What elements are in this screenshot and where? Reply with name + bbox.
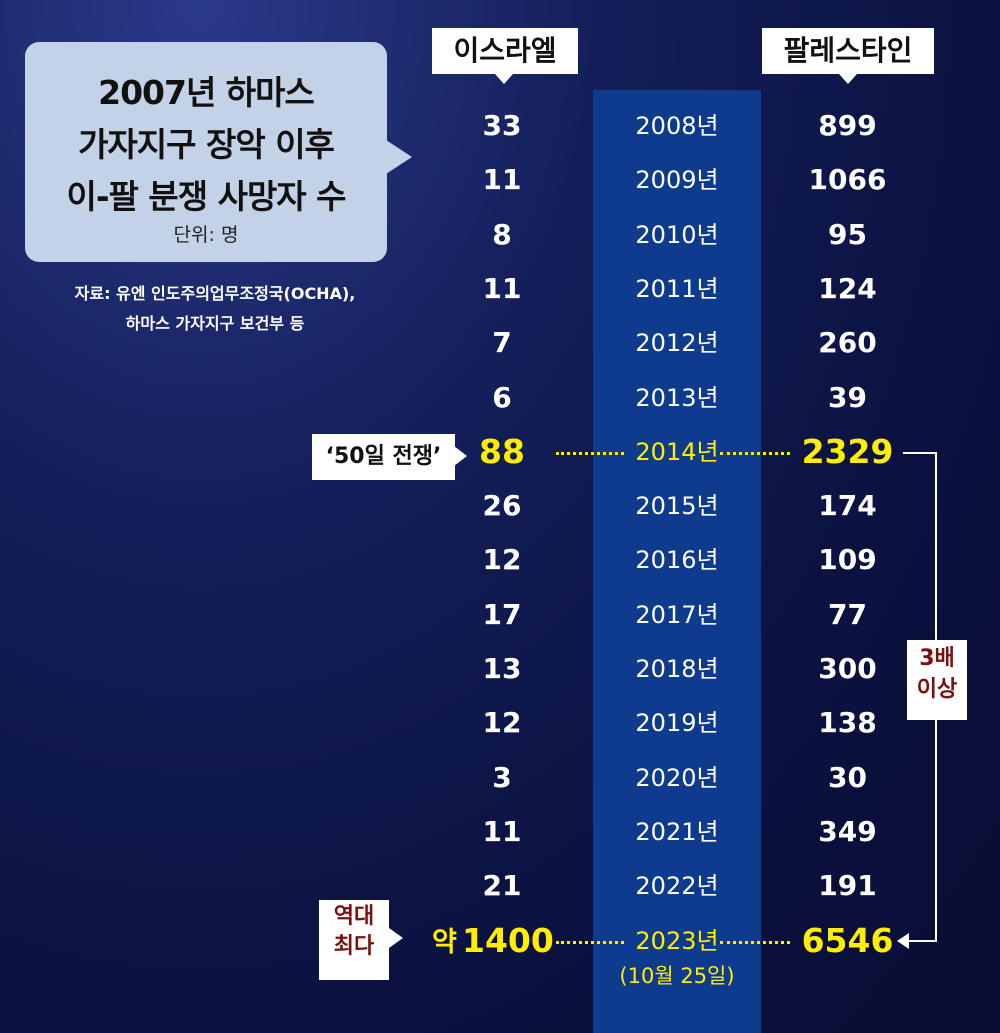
palestine-value: 124 xyxy=(818,271,877,305)
israel-value: 6 xyxy=(492,380,512,414)
year-label: 2018년 xyxy=(635,655,719,683)
palestine-value: 191 xyxy=(818,869,877,903)
highlight-connector-left xyxy=(556,940,624,944)
israel-value: 12 xyxy=(482,543,522,577)
israel-value: 26 xyxy=(482,489,522,523)
war-2014-tag: ‘50일 전쟁’ xyxy=(312,434,455,480)
source-line-1: 자료: 유엔 인도주의업무조정국(OCHA), xyxy=(74,284,356,303)
israel-value: 12 xyxy=(482,706,522,740)
year-label: 2013년 xyxy=(635,383,719,412)
palestine-value: 30 xyxy=(828,760,867,794)
palestine-value: 174 xyxy=(818,489,877,523)
palestine-value: 300 xyxy=(818,652,877,685)
year-label: 2015년 xyxy=(635,492,719,521)
year-column-band xyxy=(593,90,761,1033)
year-label: 2014년 xyxy=(635,437,719,466)
unit-label: 단위: 명 xyxy=(173,224,239,246)
year-label: 2020년 xyxy=(635,763,719,792)
chart-title-line-2: 가자지구 장악 이후 xyxy=(78,125,335,164)
israel-value: 11 xyxy=(482,814,522,848)
ratio-badge: 3배 이상 xyxy=(907,640,967,720)
chart-title-line-3: 이-팔 분쟁 사망자 수 xyxy=(66,177,346,216)
title-bubble xyxy=(25,42,387,262)
palestine-value: 899 xyxy=(818,109,877,142)
record-high-tag-pointer xyxy=(389,928,403,948)
palestine-value: 39 xyxy=(828,380,867,414)
chart-title-line-1: 2007년 하마스 xyxy=(98,73,315,112)
palestine-header-tail xyxy=(839,74,857,84)
year-label: 2010년 xyxy=(635,220,719,249)
palestine-value: 260 xyxy=(818,326,877,360)
year-label: 2022년 xyxy=(635,872,719,901)
record-high-line-1: 역대 xyxy=(333,904,375,929)
bracket-top-line xyxy=(903,452,937,454)
year-label: 2011년 xyxy=(635,274,719,303)
approx-prefix: 약 xyxy=(432,927,457,958)
israel-value: 1400 xyxy=(462,920,554,960)
title-bubble-tail xyxy=(386,140,412,174)
israel-value: 33 xyxy=(482,109,522,142)
source-line-2: 하마스 가자지구 보건부 등 xyxy=(125,314,305,333)
palestine-value: 77 xyxy=(828,597,867,631)
israel-value: 8 xyxy=(492,217,512,251)
year-label: 2021년 xyxy=(635,817,719,846)
israel-value: 7 xyxy=(492,326,512,360)
palestine-header: 팔레스타인 xyxy=(762,28,934,74)
israel-value: 88 xyxy=(479,431,525,471)
note-2023-date: (10월 25일) xyxy=(619,964,735,988)
israel-header-tail xyxy=(495,74,513,84)
year-label: 2009년 xyxy=(635,166,719,195)
record-high-tag: 역대 최다 xyxy=(319,900,389,980)
israel-value: 11 xyxy=(482,163,522,197)
highlight-connector-right xyxy=(720,451,790,455)
israel-value: 11 xyxy=(482,271,522,305)
year-label: 2012년 xyxy=(635,329,719,358)
year-label: 2016년 xyxy=(635,546,719,575)
ratio-line-1: 3배 xyxy=(919,646,955,671)
year-label: 2008년 xyxy=(635,112,719,140)
palestine-value: 349 xyxy=(818,814,877,848)
year-label: 2023년 xyxy=(635,926,719,955)
israel-value: 3 xyxy=(492,760,512,794)
palestine-value: 138 xyxy=(818,706,877,740)
year-label: 2017년 xyxy=(635,600,719,629)
record-high-line-2: 최다 xyxy=(333,933,375,959)
ratio-line-2: 이상 xyxy=(916,676,958,702)
israel-value: 17 xyxy=(482,597,522,631)
year-label: 2019년 xyxy=(635,709,719,738)
palestine-value: 2329 xyxy=(801,431,894,471)
israel-value: 21 xyxy=(482,869,522,903)
bracket-bottom-line xyxy=(908,940,937,942)
palestine-value: 95 xyxy=(828,217,867,251)
israel-value: 13 xyxy=(482,652,522,685)
palestine-value: 1066 xyxy=(808,163,887,197)
israel-header: 이스라엘 xyxy=(432,28,578,74)
war-2014-tag-pointer xyxy=(454,446,467,466)
palestine-value: 109 xyxy=(818,543,877,577)
highlight-connector-right xyxy=(720,940,790,944)
highlight-connector-left xyxy=(556,451,624,455)
bracket-arrow-icon xyxy=(897,933,909,949)
palestine-value: 6546 xyxy=(801,920,894,960)
